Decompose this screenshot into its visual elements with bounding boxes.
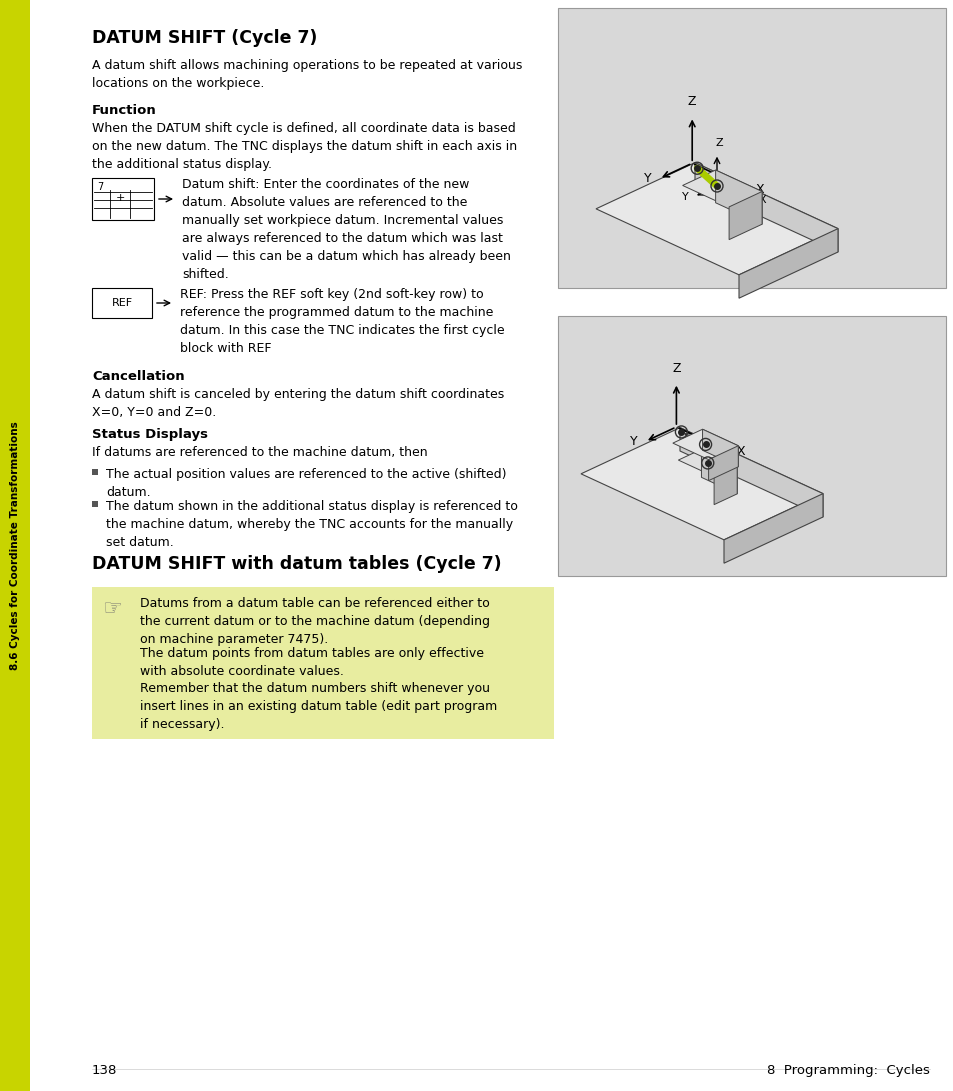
Text: Z: Z <box>687 96 696 108</box>
Text: Status Displays: Status Displays <box>91 428 208 441</box>
Text: Cancellation: Cancellation <box>91 370 185 383</box>
Polygon shape <box>739 229 837 298</box>
Polygon shape <box>701 429 738 467</box>
Text: Y: Y <box>643 172 651 185</box>
Bar <box>0 0 30 1091</box>
Bar <box>91 469 98 475</box>
Text: The datum points from datum tables are only effective
with absolute coordinate v: The datum points from datum tables are o… <box>140 647 483 678</box>
Text: Remember that the datum numbers shift whenever you
insert lines in an existing d: Remember that the datum numbers shift wh… <box>140 682 497 731</box>
Text: Y: Y <box>681 192 688 202</box>
Text: REF: Press the REF soft key (2nd soft-key row) to
reference the programmed datum: REF: Press the REF soft key (2nd soft-ke… <box>180 288 504 355</box>
Text: The actual position values are referenced to the active (shifted)
datum.: The actual position values are reference… <box>106 468 506 499</box>
Polygon shape <box>714 466 737 505</box>
Text: The datum shown in the additional status display is referenced to
the machine da: The datum shown in the additional status… <box>106 500 517 549</box>
Polygon shape <box>728 192 761 240</box>
Text: Z: Z <box>672 362 679 374</box>
Text: 8.6 Cycles for Coordinate Transformations: 8.6 Cycles for Coordinate Transformation… <box>10 421 20 670</box>
Text: ☞: ☞ <box>102 599 122 619</box>
Text: When the DATUM shift cycle is defined, all coordinate data is based
on the new d: When the DATUM shift cycle is defined, a… <box>91 122 517 171</box>
Text: DATUM SHIFT with datum tables (Cycle 7): DATUM SHIFT with datum tables (Cycle 7) <box>91 555 501 573</box>
Text: A datum shift allows machining operations to be repeated at various
locations on: A datum shift allows machining operation… <box>91 59 522 89</box>
Polygon shape <box>596 163 837 275</box>
Text: X: X <box>736 445 744 458</box>
FancyBboxPatch shape <box>91 288 152 317</box>
Text: X: X <box>755 183 763 196</box>
Text: A datum shift is canceled by entering the datum shift coordinates
X=0, Y=0 and Z: A datum shift is canceled by entering th… <box>91 388 504 419</box>
Polygon shape <box>672 429 738 459</box>
Polygon shape <box>682 170 761 207</box>
FancyBboxPatch shape <box>91 178 153 220</box>
Polygon shape <box>708 446 738 481</box>
Text: If datums are referenced to the machine datum, then: If datums are referenced to the machine … <box>91 446 427 459</box>
Polygon shape <box>700 449 737 494</box>
Text: +: + <box>115 193 125 203</box>
Polygon shape <box>723 493 822 563</box>
Text: IX: IX <box>702 449 712 459</box>
Text: X: X <box>759 195 766 205</box>
Polygon shape <box>679 428 822 517</box>
Polygon shape <box>715 170 761 225</box>
Polygon shape <box>580 428 822 540</box>
Bar <box>558 8 945 288</box>
Bar <box>91 587 554 739</box>
Text: Z: Z <box>715 137 722 147</box>
Text: DATUM SHIFT (Cycle 7): DATUM SHIFT (Cycle 7) <box>91 29 317 47</box>
Text: 8  Programming:  Cycles: 8 Programming: Cycles <box>766 1064 929 1077</box>
Text: REF: REF <box>112 298 132 308</box>
Polygon shape <box>678 449 737 477</box>
Text: Y: Y <box>629 435 637 448</box>
Bar <box>91 501 98 507</box>
Text: 138: 138 <box>91 1064 117 1077</box>
Polygon shape <box>695 163 837 252</box>
Text: Datums from a datum table can be referenced either to
the current datum or to th: Datums from a datum table can be referen… <box>140 597 490 646</box>
Bar <box>558 316 945 576</box>
Text: Datum shift: Enter the coordinates of the new
datum. Absolute values are referen: Datum shift: Enter the coordinates of th… <box>182 178 511 281</box>
Text: Function: Function <box>91 104 156 117</box>
Text: IY: IY <box>723 448 732 458</box>
Text: 7: 7 <box>97 182 103 192</box>
